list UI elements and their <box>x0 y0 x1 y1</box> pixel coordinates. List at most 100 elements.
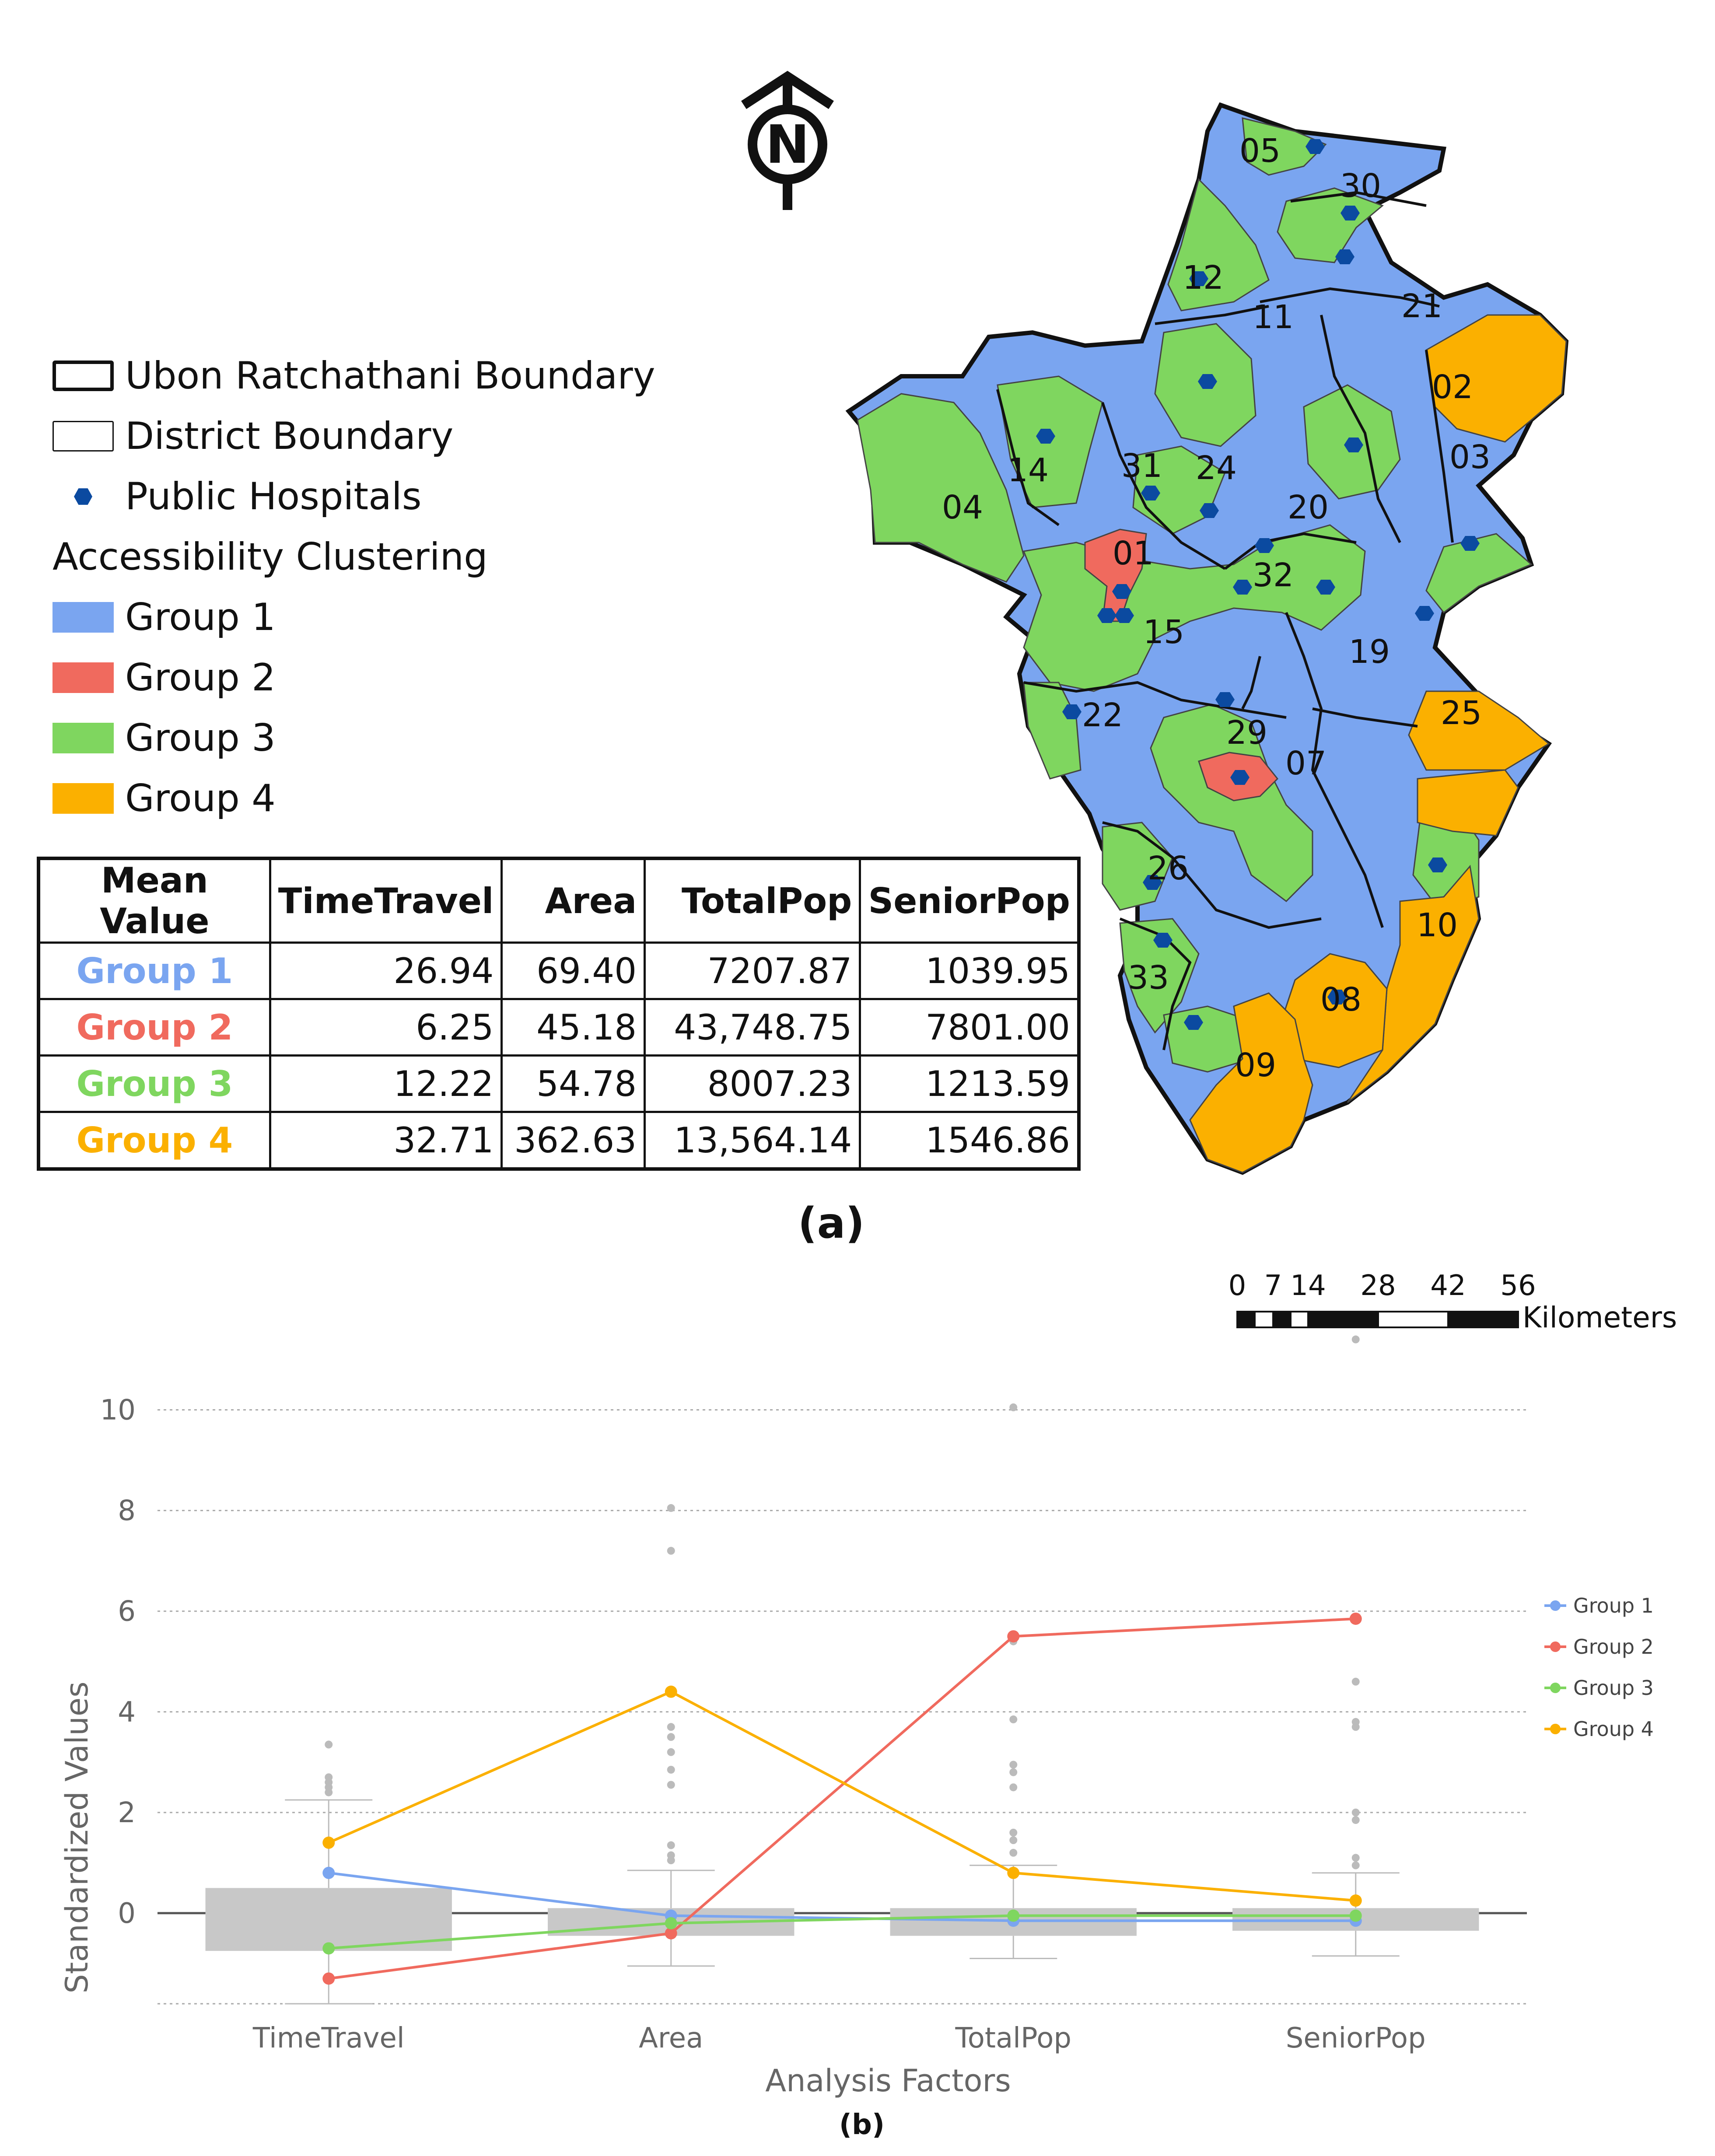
district-map: N <box>741 70 1569 1175</box>
hospital-icon <box>1255 538 1274 553</box>
chart-ticks: 0 2 4 6 8 10 TimeTravel Area TotalPop SeniorPop <box>100 1394 1426 2054</box>
hospital-icon <box>1306 139 1325 154</box>
chart-y-axis-title: Standardized Values <box>59 1681 95 1993</box>
outlier-point <box>1351 1677 1360 1686</box>
outlier-point <box>667 1733 675 1741</box>
scale-tick-label: 28 <box>1360 1270 1396 1302</box>
legend-item-group4: Group 4 <box>52 768 655 829</box>
hospital-icon <box>1215 692 1235 707</box>
hospital-markers <box>1036 139 1480 1030</box>
district-label: 21 <box>1401 287 1442 325</box>
district-labels: 05 30 12 11 21 02 03 14 31 24 04 20 01 3… <box>942 132 1491 1084</box>
hospital-icon <box>1415 606 1434 621</box>
legend-item-hospitals: Public Hospitals <box>52 466 655 527</box>
outlier-point <box>1009 1403 1018 1411</box>
group-name-cell: Group 4 <box>37 1111 271 1170</box>
hospital-icon <box>1327 990 1347 1004</box>
y-tick-label: 6 <box>118 1596 136 1628</box>
district-label: 20 <box>1288 489 1329 526</box>
outlier-point <box>1009 1848 1018 1857</box>
district-label: 11 <box>1253 298 1294 336</box>
scale-tick-label: 56 <box>1500 1270 1536 1302</box>
series-point <box>665 1917 677 1929</box>
thin-boundary-icon <box>52 421 114 452</box>
legend-label: Group 3 <box>1573 1676 1654 1700</box>
legend-item-district-boundary: District Boundary <box>52 406 655 466</box>
table-cell: 1039.95 <box>859 942 1080 1000</box>
map-legend: Ubon Ratchathani Boundary District Bound… <box>52 346 655 829</box>
hospital-icon <box>1097 608 1116 623</box>
outlier-point <box>1009 1828 1018 1837</box>
series-line <box>328 1690 1356 1902</box>
district-label: 15 <box>1143 613 1184 651</box>
table-row: Group 4 32.71 362.63 13,564.14 1546.86 <box>37 1111 1080 1170</box>
district-label: 24 <box>1196 449 1237 487</box>
y-tick-label: 2 <box>118 1797 136 1829</box>
standardized-values-chart: 0 2 4 6 8 10 TimeTravel Area TotalPop SeniorPop S… <box>59 1335 1654 2099</box>
district-label: 26 <box>1148 850 1189 887</box>
outlier-point <box>1009 1783 1018 1792</box>
table-header: TotalPop <box>644 857 861 944</box>
district-label: 10 <box>1417 906 1458 944</box>
hospital-icon <box>1112 584 1131 599</box>
district-label: 25 <box>1441 694 1482 732</box>
district-label: 07 <box>1285 745 1326 782</box>
district-label: 04 <box>942 489 983 526</box>
x-tick-label: SeniorPop <box>1286 2022 1426 2054</box>
series-point <box>1007 1630 1020 1643</box>
chart-x-axis-title: Analysis Factors <box>765 2063 1011 2099</box>
hospital-icon <box>1344 438 1363 452</box>
series-point <box>1349 1894 1362 1907</box>
caption-a: (a) <box>798 1199 865 1248</box>
outlier-point <box>1351 1718 1360 1726</box>
group1-swatch <box>52 602 114 633</box>
group-name-cell: Group 1 <box>37 942 271 1000</box>
hospital-icon <box>1184 1015 1203 1030</box>
table-header: SeniorPop <box>859 857 1080 944</box>
legend-label: Group 4 <box>1573 1717 1654 1741</box>
hospital-icon <box>1143 875 1162 890</box>
table-cell: 7207.87 <box>644 942 861 1000</box>
district-label: 08 <box>1320 981 1362 1018</box>
series-point <box>665 1685 677 1698</box>
scale-unit: Kilometers <box>1522 1301 1677 1334</box>
district-label: 12 <box>1183 259 1224 297</box>
group2-swatch <box>52 662 114 693</box>
district-label: 02 <box>1432 368 1473 406</box>
outlier-point <box>325 1740 333 1749</box>
district-boundaries <box>996 191 1454 1050</box>
group-name-cell: Group 2 <box>37 998 271 1057</box>
series-point <box>1349 1909 1362 1922</box>
outlier-point <box>667 1766 675 1774</box>
district-label: 31 <box>1121 447 1162 485</box>
table-cell: 45.18 <box>500 998 646 1057</box>
outlier-point <box>1351 1854 1360 1862</box>
outlier-point <box>1351 1808 1360 1816</box>
outlier-point <box>667 1781 675 1789</box>
scale-tick-label: 14 <box>1290 1270 1326 1302</box>
outlier-point <box>1351 1335 1360 1344</box>
hospital-icon <box>1335 249 1354 264</box>
hospital-icon <box>1316 580 1335 595</box>
district-label: 33 <box>1128 959 1169 997</box>
outlier-point <box>1009 1768 1018 1776</box>
outlier-point <box>325 1773 333 1782</box>
hospital-icon <box>1233 580 1252 595</box>
mean-value-table: Mean Value TimeTravel Area TotalPop Seni… <box>37 857 1081 1171</box>
table-cell: 54.78 <box>500 1054 646 1113</box>
thick-boundary-icon <box>52 360 114 391</box>
y-tick-label: 0 <box>118 1897 136 1930</box>
legend-label: Group 1 <box>1573 1594 1654 1617</box>
group3-swatch <box>52 723 114 753</box>
hospital-icon <box>1340 206 1360 220</box>
table-header: TimeTravel <box>269 857 503 944</box>
district-label: 22 <box>1082 696 1123 734</box>
legend-item-group3: Group 3 <box>52 708 655 768</box>
outlier-point <box>1009 1715 1018 1724</box>
table-row: Group 2 6.25 45.18 43,748.75 7801.00 <box>37 998 1080 1057</box>
table-cell: 6.25 <box>269 998 503 1057</box>
legend-label: Group 2 <box>1573 1635 1654 1659</box>
north-label: N <box>766 115 809 175</box>
table-header-row: Mean Value TimeTravel Area TotalPop Seni… <box>37 857 1080 944</box>
hospital-icon <box>1036 429 1055 444</box>
